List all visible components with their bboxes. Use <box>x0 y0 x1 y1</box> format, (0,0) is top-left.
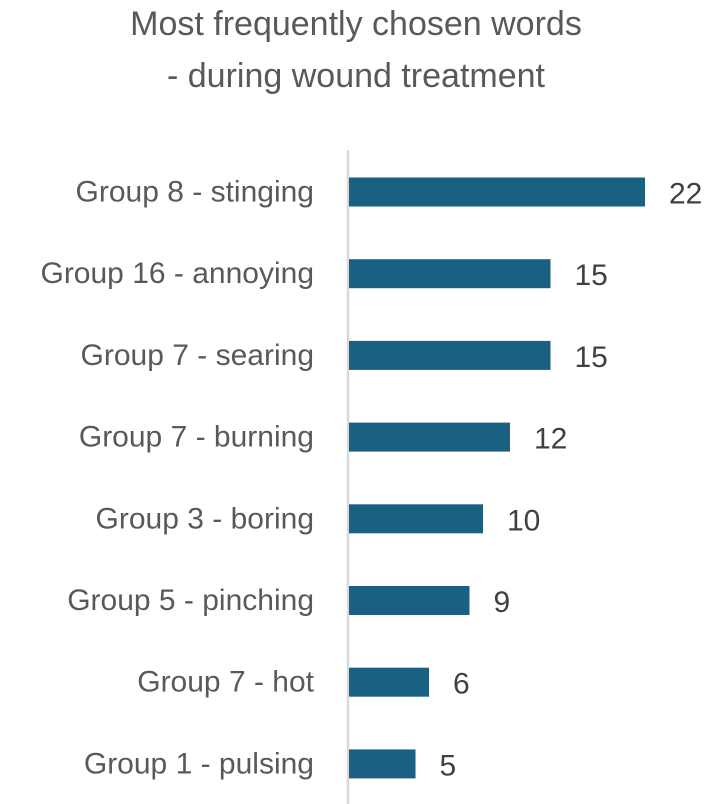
category-label: Group 7 - searing <box>81 339 314 372</box>
category-label: Group 3 - boring <box>96 502 314 535</box>
data-label: 5 <box>440 749 457 782</box>
data-label: 15 <box>575 259 608 292</box>
bar <box>349 749 416 779</box>
bar <box>349 177 645 207</box>
bar <box>349 422 510 452</box>
bar <box>349 340 551 370</box>
category-label: Group 7 - burning <box>79 421 314 454</box>
data-label: 12 <box>534 423 567 456</box>
data-label: 15 <box>575 341 608 374</box>
category-label: Group 8 - stinging <box>76 176 314 209</box>
bar <box>349 504 483 534</box>
chart-title-line-2: - during wound treatment <box>167 57 545 95</box>
category-label: Group 1 - pulsing <box>84 747 314 780</box>
data-label: 22 <box>669 178 702 211</box>
category-label: Group 7 - hot <box>137 666 314 699</box>
data-label: 10 <box>507 504 540 537</box>
chart-title-line-1: Most frequently chosen words <box>130 5 582 43</box>
data-label: 6 <box>453 668 470 701</box>
bar <box>349 667 429 697</box>
bar <box>349 586 470 615</box>
data-label: 9 <box>494 586 511 619</box>
bar <box>349 259 551 289</box>
category-label: Group 5 - pinching <box>67 584 314 617</box>
category-label: Group 16 - annoying <box>40 257 314 290</box>
